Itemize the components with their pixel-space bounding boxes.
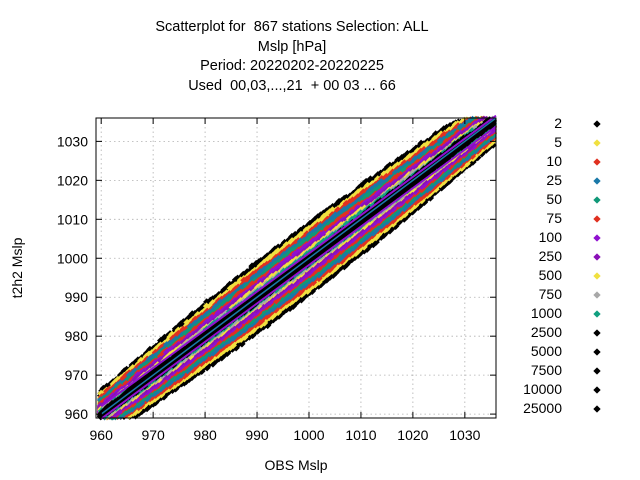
- chart-title: Scatterplot for 867 stations Selection: …: [0, 18, 584, 96]
- title-line-3: Period: 20220202-20220225: [0, 57, 584, 77]
- title-line-1: Scatterplot for 867 stations Selection: …: [0, 18, 584, 38]
- title-line-4: Used 00,03,...,21 + 00 03 ... 66: [0, 77, 584, 97]
- density-points: [96, 115, 498, 421]
- title-line-2: Mslp [hPa]: [0, 38, 584, 58]
